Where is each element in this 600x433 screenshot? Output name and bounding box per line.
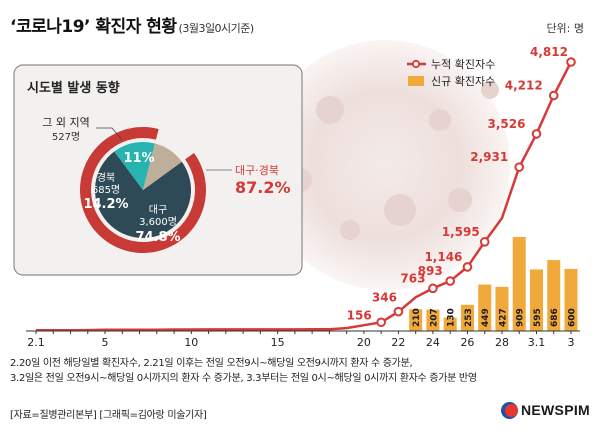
gyeongbuk-label: 경북 xyxy=(97,171,115,184)
x-axis: 2.1 5 10 15 20 22 24 26 28 3.1 3 xyxy=(26,330,580,349)
unit-label: 단위: 명 xyxy=(546,22,584,35)
daegu-count: 3,600명 xyxy=(139,216,177,228)
new-cases-label: 427 xyxy=(498,308,508,327)
x-tick-label: 3 xyxy=(568,336,575,349)
logo-text: NEWSPIM xyxy=(521,402,590,418)
donut-slice-gyeongbuk xyxy=(114,142,155,190)
cumulative-label: 4,212 xyxy=(505,79,543,93)
cumulative-line xyxy=(35,61,573,332)
new-cases-label: 253 xyxy=(464,308,474,327)
legend-new-label: 신규 확진자수 xyxy=(431,75,495,88)
new-cases-bar xyxy=(409,309,423,331)
new-cases-label: 595 xyxy=(533,308,543,327)
gyeongbuk-percent: 14.2% xyxy=(83,197,128,212)
new-cases-bar xyxy=(426,309,440,331)
chart-subtitle: (3월3일0시기준) xyxy=(178,22,255,35)
virus-background-icon xyxy=(260,40,510,290)
x-tick-label: 22 xyxy=(391,336,405,349)
gyeongbuk-count: 685명 xyxy=(92,184,120,196)
legend-marker-icon xyxy=(411,59,421,69)
cumulative-marker xyxy=(393,306,404,317)
new-cases-label: 130 xyxy=(447,308,457,327)
x-tick-label: 10 xyxy=(184,336,198,349)
new-cases-bar xyxy=(547,260,561,331)
newspim-logo-icon xyxy=(501,401,518,419)
daegu-label: 대구 xyxy=(149,204,167,216)
cumulative-label: 763 xyxy=(400,271,425,285)
covid-chart: 210 207 130 253 449 427 909 595 686 6001563467638… xyxy=(13,40,580,349)
x-tick-label: 2.1 xyxy=(27,336,45,349)
cumulative-label: 156 xyxy=(347,308,372,322)
other-label: 그 외 지역 xyxy=(42,116,89,129)
new-cases-label: 686 xyxy=(550,308,560,327)
cumulative-label: 3,526 xyxy=(487,117,525,131)
x-tick-label: 5 xyxy=(102,336,109,349)
new-cases-label: 600 xyxy=(568,308,578,327)
ring-percent: 87.2% xyxy=(235,178,291,197)
other-leader-line xyxy=(96,127,123,141)
new-cases-bar xyxy=(460,304,474,331)
new-cases-label: 449 xyxy=(481,308,491,327)
new-cases-label: 909 xyxy=(516,308,526,327)
other-percent: 11% xyxy=(123,151,154,166)
footnote-line-2: 3.2일은 전일 오전9시~해당일 0시까지의 환자 수 증가분, 3.3부터는… xyxy=(10,373,477,384)
cumulative-marker xyxy=(479,237,490,247)
other-count: 527명 xyxy=(52,131,80,143)
x-tick-label: 3.1 xyxy=(528,336,546,349)
cumulative-marker xyxy=(376,317,386,328)
cumulative-label: 4,812 xyxy=(530,45,568,59)
new-cases-bar xyxy=(478,284,492,331)
cumulative-marker xyxy=(445,276,455,286)
x-tick-label: 15 xyxy=(271,336,285,349)
x-tick-label: 20 xyxy=(357,336,371,349)
x-tick-label: 28 xyxy=(495,336,509,349)
cumulative-label: 1,146 xyxy=(424,250,462,264)
new-cases-bar xyxy=(495,286,509,331)
donut-slice-other xyxy=(143,143,182,190)
cumulative-label: 893 xyxy=(418,264,443,278)
x-tick-label: 24 xyxy=(426,336,440,349)
chart-title: ‘코로나19’ 확진자 현황 (3월3일0시기준) xyxy=(10,17,255,37)
newspim-logo: NEWSPIM xyxy=(501,400,590,420)
new-cases-label: 207 xyxy=(429,308,439,327)
cumulative-marker xyxy=(462,262,473,272)
cumulative-marker xyxy=(514,162,525,172)
cumulative-marker xyxy=(548,90,559,101)
donut-slice-daegu xyxy=(95,151,191,238)
cumulative-label: 346 xyxy=(372,291,397,305)
cumulative-marker xyxy=(428,283,438,294)
daegu-percent: 74.8% xyxy=(135,230,180,245)
footnotes: 2.20일 이전 해당일별 확진자수, 2.21일 이후는 전일 오전9시~해당… xyxy=(10,356,595,386)
panel-title: 시도별 발생 동향 xyxy=(27,80,120,96)
new-cases-bar xyxy=(529,269,543,331)
header: ‘코로나19’ 확진자 현황 (3월3일0시기준) 단위: 명 xyxy=(10,12,590,42)
plot-area: 210 207 130 253 449 427 909 595 686 6001563467638… xyxy=(35,45,578,332)
legend-bar-swatch xyxy=(408,76,424,86)
new-cases-bar xyxy=(564,268,578,331)
legend-cumulative-label: 누적 확진자수 xyxy=(431,58,495,71)
cumulative-label: 1,595 xyxy=(442,225,480,239)
cumulative-label: 2,931 xyxy=(470,150,508,164)
new-cases-bar xyxy=(443,317,457,331)
ring-label: 대구·경북 xyxy=(235,164,279,177)
footnote-line-1: 2.20일 이전 해당일별 확진자수, 2.21일 이후는 전일 오전9시~해당… xyxy=(10,358,413,369)
new-cases-bar xyxy=(512,237,526,331)
cumulative-marker xyxy=(531,129,542,139)
x-tick-label: 26 xyxy=(460,336,474,349)
new-cases-label: 210 xyxy=(412,308,422,327)
source-credit: [자료=질병관리본부] [그래픽=김아랑 미술기자] xyxy=(10,410,207,421)
cumulative-marker xyxy=(566,57,576,67)
